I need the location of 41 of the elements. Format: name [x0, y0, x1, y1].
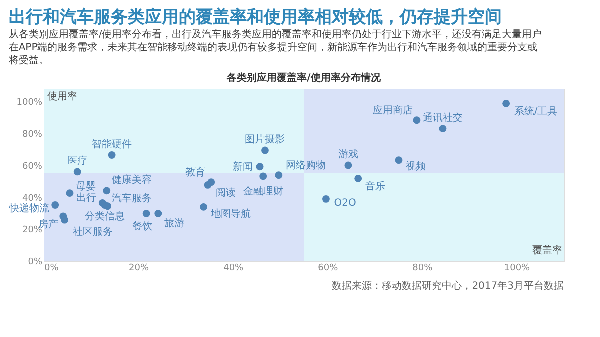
chart-subtitle: 从各类别应用覆盖率/使用率分布看，出行及汽车服务类应用的覆盖率和使用率仍处于行业下游水平，还没有满足大量用户在APP端的服务需求，未来其在智能移动终端的表现仍有较多提升空间，新能源车作为出行和汽车服务领域的重要分支或将受益。 — [8, 28, 542, 66]
series-label: O2O — [334, 198, 356, 210]
series-label: 旅游 — [164, 218, 184, 230]
series-label: 教育 — [185, 166, 206, 178]
series-label: 新闻 — [233, 160, 254, 173]
series-label: 智能硬件 — [92, 138, 132, 150]
y-axis-title: 使用率 — [48, 90, 78, 102]
series-label: 应用商店 — [372, 104, 413, 116]
series-label: 游戏 — [338, 148, 358, 160]
series-label: 母婴 — [76, 180, 96, 192]
series-label: 地图导航 — [210, 208, 251, 220]
chart-title: 出行和汽车服务类应用的覆盖率和使用率相对较低，仍存提升空间 — [8, 6, 502, 28]
series-label: 阅读 — [216, 187, 236, 200]
x-tick-label: 40% — [224, 264, 244, 274]
x-tick-label: 80% — [412, 264, 434, 274]
series-label: 视频 — [406, 160, 426, 172]
series-label: 餐饮 — [132, 220, 153, 233]
y-tick-label: 40% — [22, 194, 43, 204]
x-axis-title: 覆盖率 — [532, 244, 562, 256]
series-label: 音乐 — [365, 180, 386, 193]
x-tick-label: 60% — [318, 264, 339, 274]
series-label: 医疗 — [68, 154, 88, 167]
x-tick-label: 20% — [129, 264, 150, 274]
x-tick-label: 100% — [504, 264, 531, 274]
series-label: 健康美容 — [112, 174, 152, 186]
series-label: 图片摄影 — [245, 133, 286, 146]
y-tick-label: 100% — [16, 98, 43, 108]
series-label: 快递物流 — [8, 202, 50, 214]
series-label: 网络购物 — [286, 159, 326, 172]
y-tick-label: 60% — [22, 162, 43, 172]
x-tick-label: 0% — [44, 264, 60, 274]
series-label: 汽车服务 — [112, 192, 152, 204]
text: 各类别应用覆盖率/使用率分布情况 — [226, 72, 382, 84]
series-label: 通讯社交 — [422, 112, 463, 124]
series-label: 社区服务 — [72, 226, 113, 238]
series-label: 分类信息 — [84, 210, 125, 222]
y-tick-label: 80% — [22, 130, 43, 140]
source-note: 数据来源：移动数据研究中心，2017年3月平台数据 — [332, 280, 564, 292]
series-label: 出行 — [76, 192, 97, 204]
series-label: 系统/工具 — [514, 106, 558, 118]
series-label: 金融理财 — [243, 185, 284, 198]
